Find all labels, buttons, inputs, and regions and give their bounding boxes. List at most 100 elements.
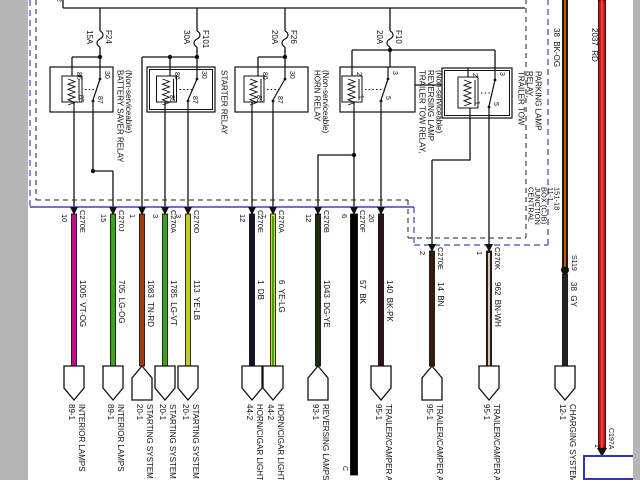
right-gray-margin: [633, 0, 640, 480]
relay-pin-label: 86: [261, 72, 268, 80]
partial-top-wire-label: 2: [54, 0, 62, 2]
relay-coil-pins: [71, 67, 75, 112]
fuse-f10-label: F10: [394, 30, 403, 44]
fuse-f24-amp-label: 15A: [85, 30, 94, 45]
relay-switch-contact: [380, 78, 389, 101]
destination-connector-symbol: [307, 364, 329, 401]
wire-destination-label: 95-1 TRAILER/CAMPER ADAPTER: [482, 404, 501, 480]
relay-pin-label: 30: [288, 71, 295, 79]
wire-entry-arrow: [350, 207, 358, 215]
wire-entry-arrow: [377, 207, 385, 215]
fuse-f101-label: F101: [201, 30, 210, 49]
relay-name-label: STARTER RELAY: [219, 70, 229, 135]
destination-connector-symbol: [478, 365, 500, 402]
wire-pin-label: 10: [60, 214, 69, 223]
relay-pin-label: 86: [75, 72, 82, 80]
splice-s119-label: S119: [570, 255, 577, 271]
wire-1083-tn-rd: [139, 213, 145, 367]
wire-circuit-label: 140 BK-PK: [385, 280, 394, 322]
destination-connector-symbol: [370, 365, 392, 402]
destination-connector-symbol: [262, 365, 284, 402]
wire-entry-arrow: [269, 207, 277, 215]
wire-connector-label: C270E: [256, 210, 265, 233]
wire-circuit-label: 38 GY: [569, 282, 578, 307]
wire-destination-label: 20-1 STARTING SYSTEM: [181, 404, 200, 479]
relay-pin-label: 5: [384, 96, 391, 100]
relay-name-label: HORN RELAY (Non-serviceable): [312, 70, 331, 134]
wire-pin-label: 7: [259, 214, 268, 219]
relay-pin-label: 2: [355, 72, 362, 76]
relay-pin-label: 87: [276, 96, 283, 104]
wire-entry-arrow: [109, 207, 117, 215]
power-wire-2037-rd-label: 2037 RD: [590, 28, 599, 62]
relay-pin-label: 85: [255, 95, 262, 103]
relay-box: [339, 66, 416, 113]
wire-entry-arrow: [314, 207, 322, 215]
wire-pin-label: 12: [238, 214, 247, 223]
wire-circuit-label: 1005 VT-OG: [78, 280, 87, 328]
wire-140-bk-pk: [378, 213, 384, 369]
left-gray-margin: [0, 0, 28, 480]
fuse-f26-label: F26: [289, 30, 298, 44]
relay-switch-pins: [272, 67, 286, 112]
wire-entry-arrow: [161, 207, 169, 215]
wire-circuit-label: 962 BN-WH: [493, 282, 502, 327]
wire-destination-label: 20-1 STARTING SYSTEM: [158, 404, 177, 479]
wire-connector-label: C270E: [78, 210, 87, 233]
wire-connector-label: C270K: [493, 247, 502, 270]
power-wire-core-stripe: [600, 0, 604, 448]
relay-switch-pins: [92, 67, 101, 112]
fuse-f24-label: F24: [104, 30, 113, 44]
relay-name-label: BATTERY SAVER RELAY (Non-serviceable): [115, 70, 134, 163]
destination-connector-symbol: [131, 364, 153, 401]
wire-circuit-label: 1785 LG-VT: [169, 280, 178, 326]
relay-pin-label: 1: [473, 101, 480, 105]
wire-destination-label: 89-1 INTERIOR LAMPS: [67, 404, 86, 472]
destination-connector-symbol: [102, 365, 124, 402]
relay-pin-label: 86: [173, 72, 180, 80]
wire-pin-label: 6: [340, 214, 349, 219]
relay-pin-label: 2: [471, 73, 478, 77]
relay-pin-label: 30: [103, 71, 110, 79]
relay-switch-pins: [488, 68, 496, 118]
wire-destination-label: 95-1 TRAILER/CAMPER ADAPTER: [425, 404, 444, 480]
wire-destination-label: 95-1 TRAILER/CAMPER ADAPTER: [374, 404, 393, 480]
power-wire-38-bk-og-label: 38 BK-OG: [552, 28, 561, 68]
wire-circuit-label: 1 DB: [256, 280, 265, 301]
relay-pin-label: 3: [498, 72, 505, 76]
destination-connector-symbol: [421, 364, 443, 401]
wire-circuit-label: 1043 DG-YE: [322, 280, 331, 328]
wire-entry-arrow: [138, 207, 146, 215]
relay-pin-label: 87: [96, 96, 103, 104]
wire-destination-label: 89-1 INTERIOR LAMPS: [106, 404, 125, 472]
destination-connector-symbol: [241, 365, 263, 402]
relay-box: [49, 66, 114, 113]
wire-entry-arrow: [70, 207, 78, 215]
relay-pin-label: 1: [357, 95, 364, 99]
wire-1043-dg-ye: [315, 213, 321, 367]
wire-pin-label: 20: [367, 214, 376, 223]
c197a-arrow: [597, 448, 607, 457]
cjb-outer-dashed-border: [29, 0, 549, 246]
wire-entry-arrow: [184, 207, 192, 215]
relay-coil-pins: [251, 67, 259, 112]
c197a-pin-label: 1: [593, 444, 600, 448]
relay-coil-pins: [351, 67, 355, 112]
relay-coil: [156, 75, 177, 103]
wire-core-stripe: [272, 216, 274, 366]
c197a-connector-label: C197A: [607, 428, 614, 450]
junction-dots: [90, 47, 393, 174]
power-wire-core-stripe: [563, 0, 567, 267]
wire-circuit-label: 705 LG-OG: [117, 280, 126, 324]
wire-core-stripe: [488, 253, 490, 366]
relay-pin-label: 85: [77, 95, 84, 103]
wire-1785-lg-vt: [162, 213, 168, 369]
wire-pin-label: 2: [418, 251, 427, 256]
relay-pin-label: 3: [391, 71, 398, 75]
fuse-symbols: [96, 30, 394, 48]
wire-57-bk: [350, 213, 358, 476]
relay-switch-contact: [92, 78, 101, 101]
bottom-right-module-box: [583, 455, 635, 480]
relay-switch-pins: [380, 67, 389, 112]
